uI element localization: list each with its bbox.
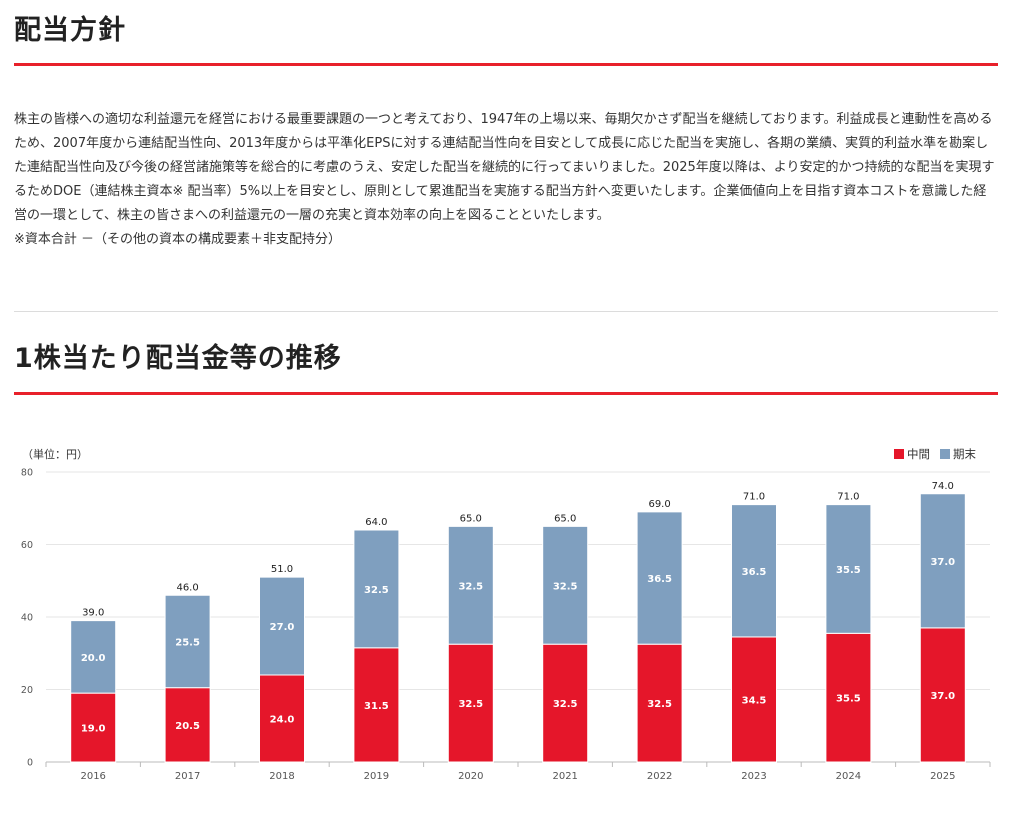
bar-value-label: 31.5 <box>364 701 389 712</box>
x-tick-label-2021: 2021 <box>552 771 577 782</box>
policy-text-block: 株主の皆様への適切な利益還元を経営における最重要課題の一つと考えており、1947… <box>14 108 999 252</box>
bar-value-label: 35.5 <box>836 565 861 576</box>
y-tick-label: 0 <box>27 758 33 769</box>
bar-value-label: 35.5 <box>836 694 861 705</box>
x-tick-label-2016: 2016 <box>80 771 105 782</box>
bar-value-label: 27.0 <box>270 622 295 633</box>
legend-label-year-end: 期末 <box>953 447 976 461</box>
total-label-2019: 64.0 <box>365 517 387 528</box>
total-label-2016: 39.0 <box>82 608 104 619</box>
bar-value-label: 24.0 <box>270 715 295 726</box>
bar-interim-2024 <box>825 632 872 763</box>
bar-interim-2025 <box>919 627 966 763</box>
bar-value-label: 36.5 <box>647 574 672 585</box>
bar-interim-2020 <box>447 643 494 763</box>
bar-interim-2017 <box>164 687 211 763</box>
x-tick-label-2024: 2024 <box>836 771 861 782</box>
bar-value-label: 32.5 <box>458 581 483 592</box>
bar-value-label: 37.0 <box>930 691 955 702</box>
bar-value-label: 32.5 <box>647 699 672 710</box>
section-divider <box>14 311 998 312</box>
bar-year-end-2017 <box>164 594 211 689</box>
bar-year-end-2016 <box>70 620 117 694</box>
title-underline <box>14 63 998 66</box>
bar-value-label: 36.5 <box>742 567 767 578</box>
policy-paragraph: 株主の皆様への適切な利益還元を経営における最重要課題の一つと考えており、1947… <box>14 112 995 223</box>
bar-value-label: 20.0 <box>81 653 106 664</box>
bar-year-end-2023 <box>731 504 777 638</box>
y-tick-label: 20 <box>21 685 33 696</box>
bar-value-label: 32.5 <box>553 699 578 710</box>
total-label-2023: 71.0 <box>743 492 765 503</box>
total-label-2025: 74.0 <box>932 481 954 492</box>
y-tick-label: 40 <box>21 613 33 624</box>
chart-legend: 中間 期末 <box>894 446 976 462</box>
bar-year-end-2021 <box>542 525 589 645</box>
legend-swatch-year-end <box>940 449 950 459</box>
dividend-bar-chart: 0 20 40 60 80 19.0 20.0 39.0 2016 20.5 25.5 46.0 201… <box>21 468 991 782</box>
legend-swatch-interim <box>894 449 904 459</box>
x-tick-label-2020: 2020 <box>458 771 483 782</box>
bar-interim-2021 <box>542 643 589 763</box>
bar-value-label: 19.0 <box>81 724 106 735</box>
bar-value-label: 25.5 <box>175 637 200 648</box>
bar-value-label: 34.5 <box>742 695 767 706</box>
y-tick-label: 80 <box>21 468 33 479</box>
bar-year-end-2025 <box>919 493 966 629</box>
bar-year-end-2024 <box>825 504 872 634</box>
x-tick-label-2025: 2025 <box>930 771 955 782</box>
bar-interim-2023 <box>731 636 777 763</box>
legend-item-year-end: 期末 <box>940 446 976 462</box>
bar-year-end-2022 <box>636 511 683 645</box>
x-tick-label-2017: 2017 <box>175 771 200 782</box>
bar-value-label: 20.5 <box>175 721 200 732</box>
legend-label-interim: 中間 <box>907 447 930 461</box>
total-label-2017: 46.0 <box>176 582 198 593</box>
bar-value-label: 37.0 <box>930 557 955 568</box>
x-tick-label-2023: 2023 <box>741 771 766 782</box>
section-title-underline <box>14 392 998 395</box>
x-tick-label-2018: 2018 <box>269 771 294 782</box>
bar-year-end-2019 <box>353 529 400 649</box>
bar-year-end-2020 <box>447 525 494 645</box>
bar-interim-2022 <box>636 643 683 763</box>
chart-unit-label: （単位：円） <box>22 448 88 461</box>
total-label-2020: 65.0 <box>460 513 482 524</box>
section-title-dividend-trend: 1株当たり配当金等の推移 <box>14 343 342 374</box>
legend-item-interim: 中間 <box>894 446 930 462</box>
x-tick-label-2019: 2019 <box>364 771 389 782</box>
page-title-dividend-policy: 配当方針 <box>14 15 126 46</box>
bar-value-label: 32.5 <box>364 585 389 596</box>
total-label-2024: 71.0 <box>837 492 859 503</box>
bar-value-label: 32.5 <box>458 699 483 710</box>
y-tick-label: 60 <box>21 540 33 551</box>
x-tick-label-2022: 2022 <box>647 771 672 782</box>
total-label-2018: 51.0 <box>271 564 293 575</box>
bar-value-label: 32.5 <box>553 581 578 592</box>
total-label-2022: 69.0 <box>648 499 670 510</box>
bar-interim-2018 <box>259 674 305 763</box>
policy-note: ※資本合計 －（その他の資本の構成要素＋非支配持分） <box>14 232 342 247</box>
bar-interim-2016 <box>70 692 117 763</box>
bar-year-end-2018 <box>259 576 305 676</box>
total-label-2021: 65.0 <box>554 513 576 524</box>
